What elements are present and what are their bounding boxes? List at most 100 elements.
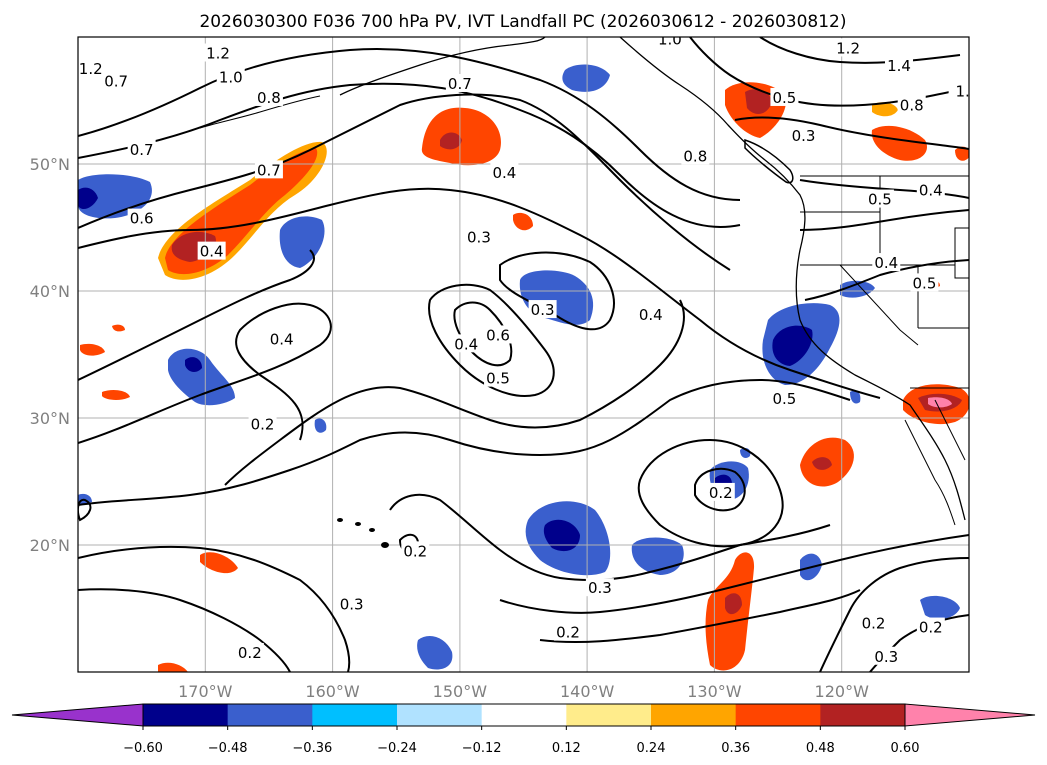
contour-label-bg xyxy=(452,334,481,353)
x-tick-label: 130°W xyxy=(687,682,742,701)
contour-label: 0.3 xyxy=(467,229,491,247)
contour-label: 0.2 xyxy=(251,415,275,433)
contour-label: 0.3 xyxy=(340,596,364,614)
contour-label-bg xyxy=(859,613,888,632)
contour-15 xyxy=(78,588,291,672)
contour-label: 0.7 xyxy=(448,75,472,93)
colorbar-tick-label: −0.36 xyxy=(292,741,332,756)
x-tick-label: 140°W xyxy=(560,682,615,701)
contour-label: 0.5 xyxy=(773,89,797,107)
contour-label: 0.2 xyxy=(919,619,943,637)
contour-label: 0.5 xyxy=(773,390,797,408)
contour-label-bg xyxy=(636,305,665,324)
contour-label: 0.7 xyxy=(257,161,281,179)
neg-anomaly-sm-4 xyxy=(850,390,861,404)
neg-anomaly-hi-peak xyxy=(185,357,202,372)
island-oahu xyxy=(355,522,361,526)
contour-label-bg xyxy=(102,71,131,90)
contour-label: 0.2 xyxy=(709,484,733,502)
island-maui xyxy=(369,528,375,532)
contour-label: 0.3 xyxy=(792,127,816,145)
ca-nv-diagonal xyxy=(839,264,919,346)
contour-24 xyxy=(799,179,969,199)
contour-label: 0.4 xyxy=(200,243,224,261)
contour-6 xyxy=(78,302,332,444)
contour-14 xyxy=(78,545,351,672)
pos-anomaly-baja-peak xyxy=(812,457,832,470)
x-axis-ticks: 170°W 160°W 150°W 140°W 130°W 120°W xyxy=(178,682,869,701)
contour-label: 0.8 xyxy=(257,89,281,107)
map-frame xyxy=(77,36,970,673)
colorbar-segment xyxy=(227,704,313,726)
hawaiian-islands xyxy=(337,518,389,548)
contour-label-bg xyxy=(267,329,296,348)
neg-anomaly-sm-6 xyxy=(314,418,327,433)
colorbar-segment xyxy=(566,704,652,726)
contour-label-bg xyxy=(872,253,901,272)
contour-label: 0.8 xyxy=(900,97,924,115)
contour-label-bg xyxy=(884,56,913,75)
contour-4 xyxy=(78,187,881,399)
x-tick-label: 120°W xyxy=(815,682,870,701)
contour-label-bg xyxy=(681,146,710,165)
contour-label-bg xyxy=(127,208,156,227)
contour-label-bg xyxy=(655,37,684,48)
pos-anomaly-canada xyxy=(871,125,928,161)
contour-labels: 1.20.71.21.00.80.70.70.60.40.71.00.40.30… xyxy=(78,37,969,666)
pos-anomaly-small-4 xyxy=(102,389,130,400)
pos-anomaly-small-2 xyxy=(513,212,533,231)
contour-label: 0.7 xyxy=(104,72,128,90)
contour-label-bg xyxy=(216,67,245,86)
island-kauai xyxy=(337,518,343,522)
colorbar-tick-label: 0.24 xyxy=(637,741,666,756)
colorbar-segment xyxy=(735,704,821,726)
colorbar-frame xyxy=(142,703,906,727)
colorbar-segment xyxy=(397,704,483,726)
colorbar-segment xyxy=(143,704,229,726)
contour-19 xyxy=(819,557,969,672)
x-tick-label: 150°W xyxy=(433,682,488,701)
colorbar: −0.60 −0.48 −0.36 −0.24 −0.12 0.12 0.24 0.36 0.4… xyxy=(11,703,1036,756)
colorbar-segment xyxy=(820,704,906,726)
vancouver-island xyxy=(744,138,794,184)
colorbar-segment xyxy=(481,704,567,726)
contour-label: 0.4 xyxy=(454,335,478,353)
contour-label: 0.2 xyxy=(238,644,262,662)
aleutian-islands xyxy=(199,95,321,129)
colorbar-segment xyxy=(312,704,398,726)
pos-anomaly-small-6 xyxy=(112,324,125,332)
panhandle-coast xyxy=(619,37,966,521)
contour-label: 0.2 xyxy=(403,542,427,560)
contour-label-bg xyxy=(445,73,474,92)
contour-label-bg xyxy=(528,300,557,319)
contour-label: 0.6 xyxy=(486,326,510,344)
contour-label: 0.5 xyxy=(868,191,892,209)
contour-label-bg xyxy=(948,81,969,100)
neg-anomaly-hi xyxy=(168,348,235,406)
colorbar-segment xyxy=(651,704,737,726)
contour-label-bg xyxy=(706,482,735,501)
contour-label-bg xyxy=(484,325,513,344)
contour-label: 0.4 xyxy=(874,254,898,272)
y-axis-ticks: 50°N 40°N 30°N 20°N xyxy=(30,155,70,555)
contour-label: 0.5 xyxy=(913,274,937,292)
pos-anomaly-canada-2 xyxy=(872,102,898,117)
pos-anomaly-socal-peak xyxy=(928,397,952,408)
contour-label: 0.4 xyxy=(492,164,516,182)
island-hawaii xyxy=(381,542,389,548)
map-background xyxy=(78,37,969,672)
contour-label-bg xyxy=(490,162,519,181)
contour-label-bg xyxy=(834,38,863,57)
contour-25 xyxy=(799,209,969,231)
y-tick-label: 20°N xyxy=(30,536,70,555)
pos-anomaly-small-5 xyxy=(158,662,188,672)
contour-1 xyxy=(78,48,741,201)
pos-anomaly-goa-peak xyxy=(440,132,462,150)
neg-anomaly-sm-3 xyxy=(920,595,960,620)
contour-12 xyxy=(637,438,784,548)
colorbar-tick-label: −0.60 xyxy=(123,741,163,756)
colorbar-extend-high xyxy=(904,703,1036,727)
contour-label: 0.6 xyxy=(130,210,154,228)
pos-anomaly-tropic-peak xyxy=(725,593,742,615)
contour-label-bg xyxy=(872,646,901,665)
